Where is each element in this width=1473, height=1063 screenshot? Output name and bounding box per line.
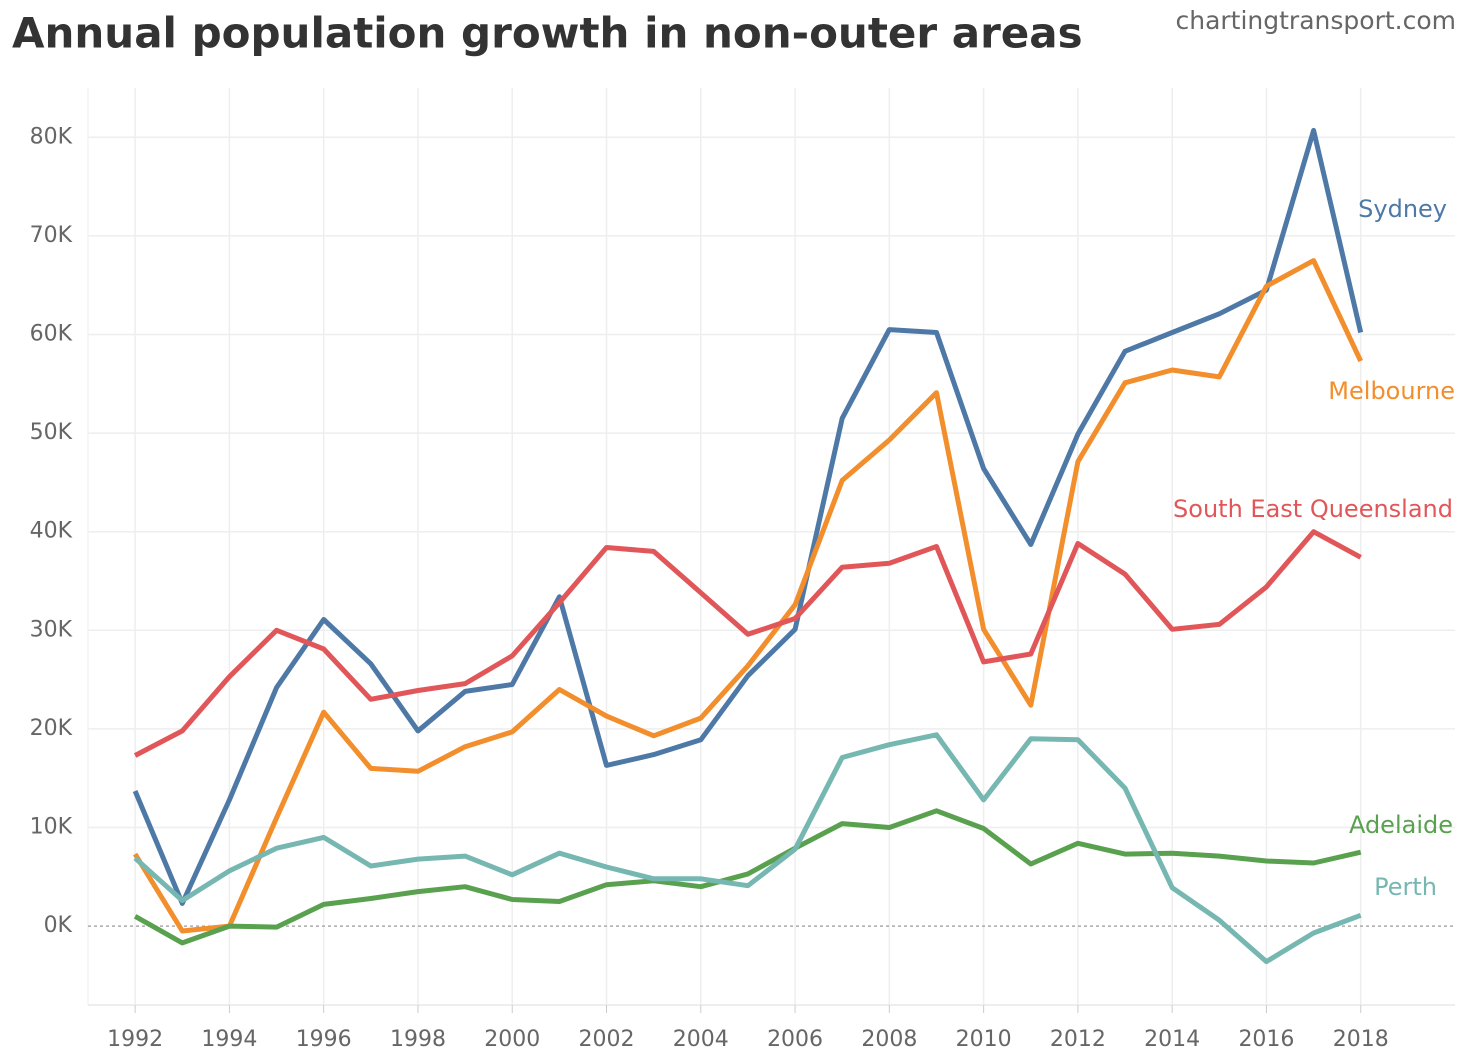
x-tick-label: 2016	[1238, 1027, 1294, 1052]
x-tick-label: 2018	[1333, 1027, 1389, 1052]
series-line	[133, 808, 1362, 946]
y-tick-label: 20K	[30, 716, 73, 741]
x-tick-label: 2006	[767, 1027, 823, 1052]
y-tick-label: 70K	[30, 223, 73, 248]
x-tick-label: 2002	[579, 1027, 635, 1052]
y-tick-label: 40K	[30, 519, 73, 544]
y-tick-label: 50K	[30, 420, 73, 445]
series-label: Melbourne	[1328, 377, 1455, 405]
series-label: Adelaide	[1349, 811, 1453, 839]
y-tick-label: 60K	[30, 322, 73, 347]
series-label: Sydney	[1358, 195, 1447, 223]
x-tick-label: 1998	[390, 1027, 446, 1052]
x-tick-label: 2004	[673, 1027, 729, 1052]
x-tick-label: 2008	[861, 1027, 917, 1052]
y-tick-label: 80K	[30, 124, 73, 149]
series-line	[133, 732, 1362, 965]
x-tick-label: 1996	[296, 1027, 352, 1052]
series-line	[132, 127, 1364, 906]
y-tick-label: 30K	[30, 617, 73, 642]
series-label: Perth	[1374, 873, 1437, 901]
x-tick-label: 2012	[1050, 1027, 1106, 1052]
x-tick-label: 2014	[1144, 1027, 1200, 1052]
x-tick-label: 1994	[201, 1027, 257, 1052]
x-tick-label: 2000	[484, 1027, 540, 1052]
y-tick-label: 10K	[30, 815, 73, 840]
series-line	[133, 529, 1362, 758]
source: chartingtransport.com	[1175, 6, 1456, 35]
x-tick-label: 2010	[956, 1027, 1012, 1052]
series-line	[132, 258, 1363, 934]
series-label: South East Queensland	[1173, 495, 1453, 523]
y-tick-label: 0K	[44, 913, 73, 938]
x-tick-label: 1992	[107, 1027, 163, 1052]
chart-title: Annual population growth in non-outer ar…	[12, 9, 1083, 58]
